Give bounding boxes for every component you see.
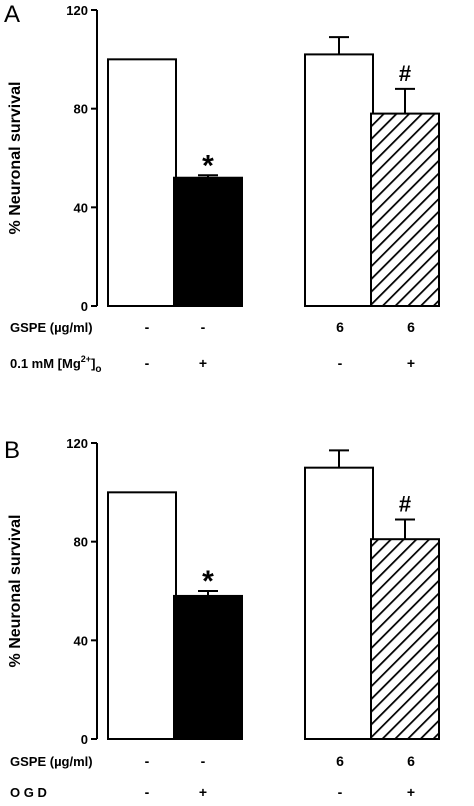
bar [173, 594, 243, 741]
condition-value: + [407, 784, 415, 800]
bar [107, 58, 177, 308]
condition-value: - [201, 753, 206, 769]
condition-label: GSPE (µg/ml) [10, 754, 93, 769]
condition-value: - [145, 355, 150, 371]
y-tick-label: 40 [74, 633, 88, 648]
bar [370, 538, 440, 741]
condition-value: + [199, 784, 207, 800]
panel-letter: B [4, 437, 20, 464]
bar [370, 112, 440, 307]
y-axis-title: % Neuronal survival [7, 82, 24, 235]
condition-label: O G D [10, 785, 47, 800]
panel-B: B % Neuronal survival 0 40 80 120 * # GSPE (µg/m… [4, 436, 440, 800]
y-tick-label: 0 [81, 299, 88, 314]
condition-value: 6 [336, 753, 344, 769]
condition-label: GSPE (µg/ml) [10, 320, 93, 335]
condition-value: - [338, 355, 343, 371]
significance-marker: * [202, 565, 214, 598]
condition-value: + [199, 355, 207, 371]
condition-value: - [338, 784, 343, 800]
y-tick-label: 0 [81, 732, 88, 747]
condition-value: 6 [407, 319, 415, 335]
condition-value: - [145, 319, 150, 335]
y-tick-label: 120 [66, 3, 88, 18]
bar [304, 466, 374, 740]
condition-label: 0.1 mM [Mg2+]o [10, 354, 102, 375]
y-axis-title: % Neuronal survival [7, 515, 24, 668]
significance-marker: # [399, 491, 411, 516]
y-tick-label: 80 [74, 535, 88, 550]
significance-marker: # [399, 61, 411, 86]
y-tick-label: 40 [74, 200, 88, 215]
panel-A: A % Neuronal survival 0 40 80 120 * # GSPE (µg/m… [4, 1, 440, 375]
condition-value: + [407, 355, 415, 371]
bar [107, 491, 177, 741]
condition-value: 6 [407, 753, 415, 769]
bar [304, 53, 374, 308]
bar [173, 176, 243, 307]
y-tick-label: 80 [74, 102, 88, 117]
condition-value: - [145, 753, 150, 769]
panel-letter: A [4, 1, 20, 28]
significance-marker: * [202, 149, 214, 182]
condition-value: - [201, 319, 206, 335]
y-tick-label: 120 [66, 436, 88, 451]
condition-value: 6 [336, 319, 344, 335]
condition-value: - [145, 784, 150, 800]
